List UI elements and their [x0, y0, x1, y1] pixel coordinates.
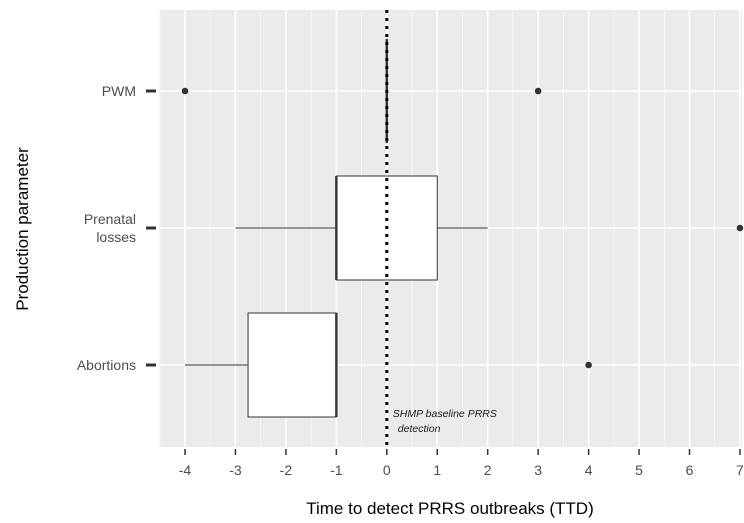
x-tick-label: -1 — [330, 462, 343, 478]
y-tick-label: losses — [96, 229, 136, 245]
x-tick-label: 4 — [585, 462, 593, 478]
y-axis: PWM Prenatal losses Abortions — [77, 83, 156, 373]
x-tick-label: -4 — [179, 462, 192, 478]
box — [247, 312, 337, 418]
y-tick-label: PWM — [102, 83, 136, 99]
outlier-point — [585, 361, 592, 369]
x-tick-label: 3 — [534, 462, 542, 478]
x-tick-label: -3 — [229, 462, 242, 478]
x-tick-label: 1 — [433, 462, 441, 478]
reference-line-group: SHMP baseline PRRS detection — [385, 10, 497, 447]
x-tick-label: 7 — [736, 462, 744, 478]
outlier-point — [534, 87, 542, 95]
x-tick-label: 6 — [686, 462, 694, 478]
y-axis-title: Production parameter — [13, 147, 32, 311]
outlier-point — [181, 87, 189, 95]
x-tick-label: 5 — [635, 462, 643, 478]
x-tick-label: -2 — [280, 462, 293, 478]
reference-line-label: detection — [398, 423, 441, 435]
y-tick-label: Abortions — [77, 357, 136, 373]
x-tick-label: 0 — [383, 462, 391, 478]
y-tick-label: Prenatal — [84, 211, 136, 227]
outlier-point — [736, 224, 744, 232]
reference-line-label: SHMP baseline PRRS — [393, 408, 497, 420]
x-axis-title: Time to detect PRRS outbreaks (TTD) — [306, 499, 594, 518]
x-axis: -4 -3 -2 -1 0 1 2 3 4 5 6 7 — [179, 449, 744, 478]
x-tick-label: 2 — [484, 462, 492, 478]
